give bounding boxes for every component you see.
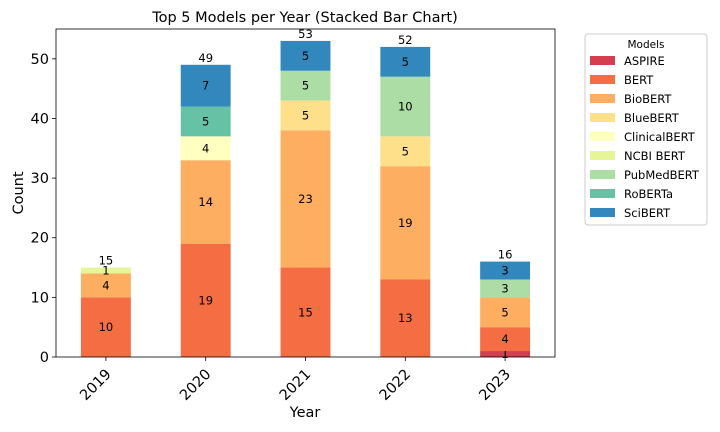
bar-segment [380, 76, 431, 137]
bar-segment [80, 297, 131, 357]
x-tick-label: 2019 [77, 367, 114, 404]
legend-label: PubMedBERT [624, 168, 700, 182]
legend-label: RoBERTa [624, 187, 673, 201]
bar-segment [180, 136, 231, 161]
segment-label: 3 [501, 264, 508, 278]
x-tick-label: 2020 [177, 367, 214, 404]
legend-swatch [590, 208, 615, 217]
y-tick-label: 50 [31, 52, 49, 68]
x-tick-label: 2022 [377, 367, 414, 404]
bar-segment [380, 166, 431, 280]
segment-label: 19 [398, 216, 413, 230]
bar-segment [180, 106, 231, 137]
total-label: 49 [198, 51, 213, 65]
bar-segment [380, 136, 431, 167]
bar-segment [480, 279, 531, 298]
legend-swatch [590, 75, 615, 84]
legend-swatch [590, 94, 615, 103]
y-axis-label: Count [11, 171, 27, 214]
bar-segment [480, 327, 531, 352]
segment-label: 5 [302, 79, 309, 93]
segment-label: 15 [298, 305, 313, 319]
bar-segment [280, 100, 331, 131]
legend-swatch [590, 56, 615, 65]
segment-label: 1 [501, 347, 508, 361]
total-label: 15 [99, 254, 114, 268]
bar-segment [180, 243, 231, 357]
y-tick-label: 10 [31, 290, 49, 306]
total-label: 16 [498, 248, 513, 262]
bar-segment [180, 160, 231, 244]
segment-label: 5 [501, 305, 508, 319]
segment-label: 4 [501, 332, 508, 346]
segment-label: 5 [302, 49, 309, 63]
segment-label: 5 [402, 144, 409, 158]
legend-label: BlueBERT [624, 111, 680, 125]
legend-label: ClinicalBERT [624, 130, 696, 144]
total-label: 53 [298, 27, 313, 41]
bar-segment [380, 279, 431, 357]
axes-frame [55, 28, 556, 358]
plot-area: 1041152019191445749202015235555320211319… [31, 27, 556, 404]
bar-segment [380, 46, 431, 77]
legend: Models ASPIRE BERT BioBERT BlueBERT Clinical… [584, 33, 708, 226]
segment-label: 7 [202, 79, 209, 93]
bar-segment [80, 267, 131, 274]
legend-swatch [590, 189, 615, 198]
x-tick-label: 2023 [477, 367, 514, 404]
bar-segment [480, 261, 531, 280]
segment-label: 23 [298, 192, 313, 206]
bar-segment [480, 297, 531, 328]
bar-segment [280, 70, 331, 101]
y-tick-label: 40 [31, 111, 49, 127]
bar-segment [280, 267, 331, 357]
segment-label: 14 [198, 195, 213, 209]
x-axis-label: Year [289, 405, 321, 421]
legend-swatch [590, 113, 615, 122]
legend-label: BERT [624, 73, 654, 87]
legend-swatch [590, 170, 615, 179]
bar-segment [280, 40, 331, 71]
legend-label: NCBI BERT [624, 149, 686, 163]
segment-label: 4 [202, 141, 209, 155]
segment-label: 4 [102, 278, 109, 292]
legend-label: ASPIRE [624, 54, 665, 68]
x-tick-label: 2021 [277, 367, 314, 404]
y-tick-label: 30 [31, 171, 49, 187]
segment-label: 1 [102, 264, 109, 278]
y-tick-label: 20 [31, 231, 49, 247]
legend-swatch [590, 151, 615, 160]
legend-label: SciBERT [624, 206, 671, 220]
legend-title: Models [628, 39, 665, 51]
total-label: 52 [398, 33, 413, 47]
bar-segment [80, 273, 131, 298]
bar-segment [280, 130, 331, 268]
bar-segment [480, 351, 531, 357]
segment-label: 5 [402, 55, 409, 69]
chart-title: Top 5 Models per Year (Stacked Bar Chart… [151, 10, 458, 26]
legend-frame [584, 33, 708, 226]
legend-label: BioBERT [624, 92, 672, 106]
segment-label: 3 [501, 281, 508, 295]
segment-label: 10 [99, 320, 114, 334]
segment-label: 5 [202, 114, 209, 128]
segment-label: 5 [302, 108, 309, 122]
bar-segment [180, 64, 231, 107]
segment-label: 19 [198, 293, 213, 307]
segment-label: 13 [398, 311, 413, 325]
segment-label: 10 [398, 100, 413, 114]
y-tick-label: 0 [40, 350, 49, 366]
legend-swatch [590, 132, 615, 141]
